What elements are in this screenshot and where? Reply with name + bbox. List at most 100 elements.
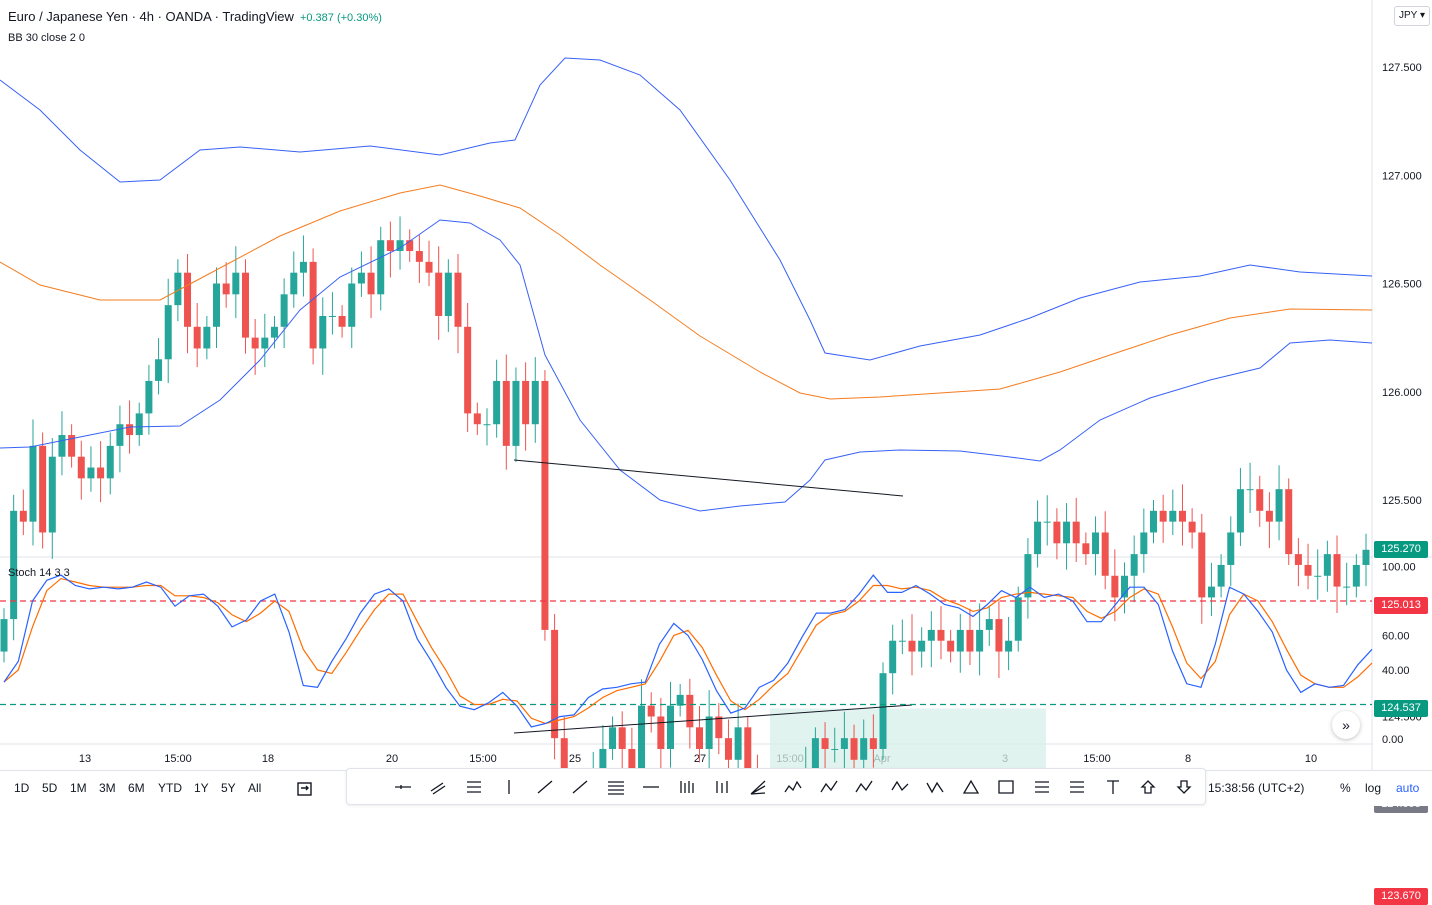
price-tick: 125.500 — [1382, 495, 1422, 507]
chart-canvas[interactable]: 127.500 127.000 126.500 126.000 125.500 125.0… — [0, 0, 1432, 770]
stoch-k-line — [3, 574, 1373, 728]
abcd-alt-icon[interactable] — [890, 778, 910, 796]
candle-body — [618, 727, 626, 749]
rectangle-icon[interactable] — [996, 778, 1016, 796]
candle-body — [155, 359, 163, 381]
candles-pattern-icon[interactable] — [712, 778, 732, 796]
candle-body — [1246, 489, 1254, 491]
candle-body — [1072, 521, 1080, 544]
time-tick: 20 — [386, 753, 398, 765]
timeframe-1y[interactable]: 1Y — [194, 781, 209, 795]
position-short-icon[interactable] — [1067, 778, 1087, 796]
candle-body — [956, 629, 964, 652]
candle-body — [1092, 532, 1100, 555]
log-toggle[interactable]: log — [1365, 781, 1382, 795]
timeframe-all[interactable]: All — [248, 781, 262, 795]
arrow-down-icon[interactable] — [1174, 778, 1194, 796]
candle-body — [106, 445, 114, 479]
candle-body — [454, 272, 462, 327]
candle-body — [1014, 597, 1022, 641]
time-tick: 8 — [1185, 753, 1191, 765]
candle-body — [647, 705, 655, 717]
stoch-indicator-label[interactable]: Stoch 14 3 3 — [8, 567, 70, 579]
timeframe-1d[interactable]: 1D — [14, 781, 30, 795]
percent-toggle[interactable]: % — [1340, 781, 1351, 795]
price-label-low: 125.013 — [1374, 596, 1428, 614]
time-display[interactable]: 15:38:56 (UTC+2) — [1208, 781, 1305, 795]
candle-body — [299, 261, 307, 273]
xabcd-pattern-icon[interactable] — [854, 778, 874, 796]
candle-body — [48, 456, 56, 533]
horizontal-line-icon[interactable] — [641, 778, 661, 796]
timeframe-5d[interactable]: 5D — [42, 781, 58, 795]
candle-body — [1053, 521, 1061, 544]
candle-body — [444, 272, 452, 316]
candle-body — [657, 716, 665, 749]
bb-lower-band — [0, 219, 1373, 512]
compare-icon[interactable] — [295, 780, 315, 798]
timeframe-3m[interactable]: 3M — [99, 781, 116, 795]
candle-body — [0, 619, 8, 652]
candle-body — [1333, 554, 1341, 587]
bb-upper-band — [0, 57, 1373, 361]
bars-pattern-icon[interactable] — [677, 778, 697, 796]
candle-body — [1256, 489, 1264, 511]
candle-body — [1217, 564, 1225, 587]
stoch-d-line — [3, 577, 1373, 725]
symbol-title[interactable]: Euro / Japanese Yen · 4h · OANDA · Tradi… — [8, 9, 294, 24]
grip-icon[interactable] — [357, 778, 377, 796]
candle-body — [811, 738, 819, 770]
candle-body — [357, 272, 365, 284]
candle-body — [1352, 564, 1360, 587]
candle-body — [1082, 543, 1090, 555]
text-icon[interactable] — [1103, 778, 1123, 796]
candle-body — [1121, 575, 1129, 598]
candle-body — [531, 380, 539, 425]
scroll-to-latest-button[interactable]: » — [1332, 711, 1360, 739]
candle-body — [135, 413, 143, 436]
timeframe-ytd[interactable]: YTD — [158, 781, 182, 795]
candle-body — [522, 380, 530, 425]
candle-body — [705, 716, 713, 749]
candle-body — [1323, 554, 1331, 576]
ray-icon[interactable] — [570, 778, 590, 796]
candle-body — [145, 380, 153, 414]
candle-body — [1005, 640, 1013, 652]
abcd-pattern-icon[interactable] — [819, 778, 839, 796]
candle-body — [367, 272, 375, 295]
arrow-up-icon[interactable] — [1138, 778, 1158, 796]
candle-body — [1227, 532, 1235, 565]
candle-body — [638, 705, 646, 770]
candle-body — [348, 283, 356, 327]
parallel-channel-icon[interactable] — [428, 778, 448, 796]
bb-indicator-label[interactable]: BB 30 close 2 0 — [8, 32, 86, 44]
candle-body — [39, 445, 47, 533]
timeframe-5y[interactable]: 5Y — [221, 781, 236, 795]
candle-body — [1034, 521, 1042, 555]
candle-body — [734, 727, 742, 760]
timeframe-6m[interactable]: 6M — [128, 781, 145, 795]
candle-body — [1314, 575, 1322, 577]
position-long-icon[interactable] — [1032, 778, 1052, 796]
candle-body — [869, 738, 877, 749]
elliott-wave-icon[interactable] — [783, 778, 803, 796]
trend-line-icon[interactable] — [535, 778, 555, 796]
horizontal-ray-icon[interactable] — [393, 778, 413, 796]
gann-fan-icon[interactable] — [748, 778, 768, 796]
candle-body — [184, 272, 192, 327]
timeframe-1m[interactable]: 1M — [70, 781, 87, 795]
currency-badge[interactable]: JPY ▾ — [1394, 6, 1430, 26]
vertical-line-icon[interactable] — [499, 778, 519, 796]
pitchfork-icon[interactable] — [464, 778, 484, 796]
candle-body — [686, 694, 694, 728]
fib-retracement-icon[interactable] — [606, 778, 626, 796]
auto-toggle[interactable]: auto — [1396, 781, 1420, 795]
triangle-icon[interactable] — [961, 778, 981, 796]
wyckoff-icon[interactable] — [925, 778, 945, 796]
candle-body — [386, 240, 394, 252]
candle-body — [97, 467, 105, 479]
candle-body — [203, 326, 211, 349]
candle-body — [290, 272, 298, 295]
candle-body — [68, 435, 76, 457]
candle-body — [232, 272, 240, 295]
